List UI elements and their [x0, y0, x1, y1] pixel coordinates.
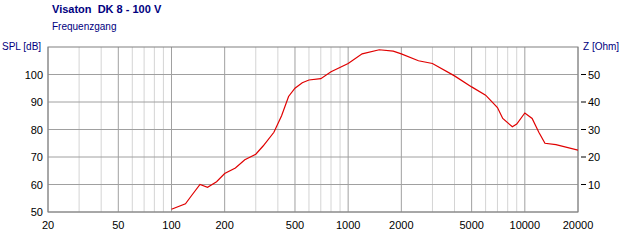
y2-tick-label: 50 — [588, 69, 600, 81]
y2-tick — [581, 129, 586, 130]
x-tick-label: 5000 — [459, 219, 483, 231]
y-grid — [48, 74, 578, 75]
x-tick-label: 20000 — [563, 219, 594, 231]
y-grid — [48, 129, 578, 130]
x-tick-label: 1000 — [336, 219, 360, 231]
y-tick-label: 70 — [31, 151, 43, 163]
x-tick-label: 100 — [162, 219, 180, 231]
x-tick-label: 20 — [42, 219, 54, 231]
plot-frame — [48, 47, 578, 212]
x-tick-label: 2000 — [389, 219, 413, 231]
y-tick-label: 60 — [31, 179, 43, 191]
y2-tick — [581, 74, 586, 75]
y-grid — [48, 184, 578, 185]
y-tick-label: 100 — [25, 69, 43, 81]
y2-tick — [581, 157, 586, 158]
x-tick-label: 50 — [112, 219, 124, 231]
chart: 2050100200500100020005000100002000050607… — [0, 0, 629, 238]
y-tick-label: 50 — [31, 206, 43, 218]
x-tick-label: 200 — [215, 219, 233, 231]
chart-root: 2050100200500100020005000100002000050607… — [0, 0, 629, 238]
y-tick-label: 90 — [31, 96, 43, 108]
y2-tick — [581, 102, 586, 103]
x-tick-label: 10000 — [510, 219, 541, 231]
y-grid — [48, 102, 578, 103]
y2-tick-label: 10 — [588, 179, 600, 191]
y2-tick-label: 30 — [588, 124, 600, 136]
x-tick-label: 500 — [286, 219, 304, 231]
response-line — [171, 50, 578, 210]
title: Visaton DK 8 - 100 V — [52, 3, 162, 15]
y2-tick-label: 20 — [588, 151, 600, 163]
y-grid — [48, 157, 578, 158]
subtitle: Frequenzgang — [52, 21, 117, 32]
y2-axis-label: Z [Ohm] — [583, 41, 619, 52]
y2-tick — [581, 184, 586, 185]
y-axis-label: SPL [dB] — [2, 41, 41, 52]
data-group — [171, 50, 578, 210]
y-tick-label: 80 — [31, 124, 43, 136]
y2-tick-label: 40 — [588, 96, 600, 108]
grid — [48, 47, 578, 212]
